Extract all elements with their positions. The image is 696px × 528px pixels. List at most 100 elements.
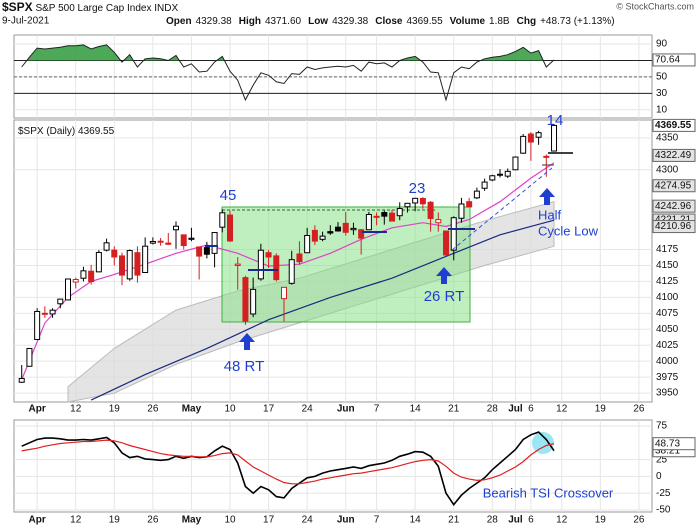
candle-body <box>288 259 295 284</box>
field-value: 4329.38 <box>332 16 369 27</box>
candle-body <box>65 278 72 301</box>
x-tick-label: May <box>182 515 202 526</box>
arrows <box>239 188 555 350</box>
y-tick-label: 50 <box>656 72 668 83</box>
field-label: High <box>239 16 261 27</box>
candle-body <box>389 212 396 222</box>
y-tick-label: 4100 <box>656 292 679 303</box>
value-tag-box <box>652 220 696 234</box>
tsi-line <box>21 439 555 485</box>
value-tag: 4369.55 <box>655 120 692 131</box>
candle-body <box>265 252 272 258</box>
exchange: INDX <box>154 3 178 14</box>
annotation: Cycle Low <box>538 223 599 238</box>
x-tick-label: 19 <box>109 515 121 526</box>
y-tick-label: 25 <box>656 454 668 465</box>
candle-body <box>180 234 187 247</box>
annotation: Half <box>538 207 562 222</box>
x-tick-label: 14 <box>410 404 422 415</box>
header-title: $SPX S&P 500 Large Cap Index INDX <box>2 0 178 14</box>
y-tick-label: 4150 <box>656 260 679 271</box>
candle-body <box>466 201 473 208</box>
candle-body <box>57 298 64 305</box>
candle-body <box>481 181 488 189</box>
annotation: 23 <box>409 180 426 197</box>
candle-body <box>327 231 334 234</box>
rsi-line <box>21 44 555 102</box>
candle-body <box>80 270 87 279</box>
candle-body <box>95 251 102 273</box>
field-value: 4371.60 <box>265 16 302 27</box>
x-tick-label: 7 <box>374 515 380 526</box>
arrow <box>436 267 452 284</box>
candle-body <box>435 219 442 224</box>
candle-body <box>450 217 457 251</box>
x-tick-label: 19 <box>595 404 607 415</box>
candle-body <box>396 208 403 217</box>
candle-body <box>458 203 465 219</box>
value-tag: 38.21 <box>655 445 680 456</box>
y-tick-label: 3975 <box>656 372 679 383</box>
x-tick-label: 12 <box>70 515 82 526</box>
field-label: Low <box>308 16 328 27</box>
candle-body <box>489 175 496 181</box>
value-tag-box <box>652 53 696 67</box>
candle-body <box>281 286 288 300</box>
x-tick-label: 6 <box>528 404 534 415</box>
levels <box>205 228 475 271</box>
value-tag-box <box>652 118 696 132</box>
candle-body <box>134 252 141 276</box>
candle-body <box>111 249 118 258</box>
y-tick-label: 75 <box>656 421 668 432</box>
arrow <box>539 188 555 205</box>
annotation: 45 <box>220 187 237 204</box>
y-tick-label: 4075 <box>656 308 679 319</box>
candle-body <box>443 230 450 256</box>
candle-body <box>165 242 172 245</box>
x-tick-label: 12 <box>556 515 568 526</box>
annotation: 48 RT <box>224 358 265 375</box>
candle-body <box>350 227 357 231</box>
field-value: +48.73 (+1.13%) <box>540 16 615 27</box>
candle-body <box>157 240 164 243</box>
candle-body <box>311 229 318 242</box>
candle-body <box>188 237 195 240</box>
candle-body <box>551 124 558 152</box>
x-tick-label: Apr <box>29 404 46 415</box>
candle-body <box>527 133 534 143</box>
legend-value: 4369.55 <box>78 126 115 137</box>
x-tick-label: 28 <box>487 515 499 526</box>
trendline <box>451 167 553 251</box>
header-fields: Open 4329.38 High 4371.60 Low 4329.38 Close 436… <box>166 16 615 27</box>
y-tick-label: 4300 <box>656 164 679 175</box>
moving-average <box>21 162 555 380</box>
y-tick-label: -25 <box>656 488 671 499</box>
candle-body <box>49 309 56 315</box>
candle-body <box>512 156 519 171</box>
x-tick-label: Apr <box>29 515 46 526</box>
x-tick-label: 21 <box>448 515 460 526</box>
field-label: Close <box>375 16 403 27</box>
candle-body <box>335 226 342 232</box>
value-tag: 4274.95 <box>655 180 692 191</box>
candle-body <box>119 255 126 276</box>
x-tick-label: 26 <box>147 404 159 415</box>
value-tag: 70.64 <box>655 55 680 66</box>
x-tick-label: 10 <box>224 404 236 415</box>
y-tick-label: 0 <box>656 471 662 482</box>
x-tick-label: 6 <box>528 515 534 526</box>
x-tick-label: 21 <box>448 404 460 415</box>
candle-body <box>34 310 41 340</box>
candle-body <box>227 214 234 242</box>
candle-body <box>304 234 311 254</box>
x-tick-label: Jun <box>337 404 355 415</box>
field-label: Chg <box>517 16 536 27</box>
candle-body <box>504 170 511 177</box>
y-tick-label: 4125 <box>656 276 679 287</box>
candle-body <box>342 222 349 233</box>
crossover-highlight <box>532 432 554 454</box>
value-tag-box <box>652 199 696 213</box>
y-tick-label: 4050 <box>656 324 679 335</box>
x-tick-label: 24 <box>302 404 314 415</box>
price-legend: $SPX (Daily) 4369.55 <box>18 126 115 137</box>
